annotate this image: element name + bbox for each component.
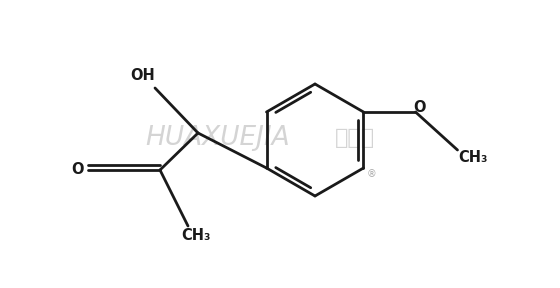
- Text: HUAXUEJIA: HUAXUEJIA: [146, 125, 290, 151]
- Text: CH₃: CH₃: [181, 228, 211, 243]
- Text: OH: OH: [130, 69, 155, 84]
- Text: ®: ®: [367, 169, 376, 179]
- Text: 化学加: 化学加: [335, 128, 375, 148]
- Text: CH₃: CH₃: [458, 151, 487, 166]
- Text: O: O: [72, 162, 84, 177]
- Text: O: O: [413, 101, 426, 115]
